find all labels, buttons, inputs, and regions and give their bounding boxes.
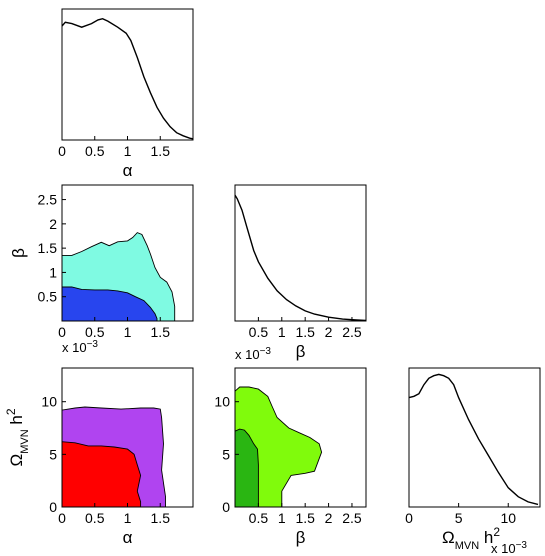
x-tick-label: 2.5 <box>342 324 362 340</box>
y-tick-label: 1 <box>49 264 57 280</box>
svg-text:ΩMVN h2: ΩMVN h2 <box>4 408 31 466</box>
x-axis-exponent: x 10−3 <box>491 540 527 556</box>
panel-beta-marginal: 0.5 1 1.5 2 2.5 β x 10−3 <box>234 184 367 363</box>
x-tick-label: 2 <box>325 324 333 340</box>
x-tick-label: 1 <box>124 324 132 340</box>
y-axis-label-omega: ΩMVN h2 <box>4 408 31 466</box>
x-tick-label: 0.5 <box>85 510 105 526</box>
x-tick-label: 1.5 <box>295 324 315 340</box>
x-tick-label: 0.5 <box>85 324 105 340</box>
panel-beta-omega-contour: 0.5 1 1.5 2 2.5 0 5 10 β <box>214 367 367 547</box>
x-tick-label: 1.5 <box>151 143 171 159</box>
panel-omega-marginal: 0 5 10 ΩMVN h2 x 10−3 <box>405 367 541 556</box>
y-axis-exponent: x 10−3 <box>62 339 98 356</box>
x-axis-label: β <box>296 528 306 547</box>
svg-text:x 10−3: x 10−3 <box>235 346 271 363</box>
plot-frame <box>234 367 367 508</box>
y-tick-label: 5 <box>49 446 57 462</box>
x-axis-exponent: x 10−3 <box>235 346 271 363</box>
y-axis-label: β <box>9 248 28 258</box>
y-tick-label: 10 <box>41 394 57 410</box>
x-axis-label: β <box>296 342 306 361</box>
x-tick-label: 1.5 <box>295 510 315 526</box>
plot-frame <box>408 367 541 508</box>
y-tick-label: 0 <box>222 499 230 515</box>
x-axis-label: α <box>123 161 133 180</box>
x-tick-label: 0.5 <box>249 324 269 340</box>
x-tick-label: 1 <box>278 324 286 340</box>
x-tick-label: 1 <box>278 510 286 526</box>
density-curve <box>234 194 367 322</box>
y-tick-label: 2 <box>49 216 57 232</box>
svg-text:x 10−3: x 10−3 <box>491 540 527 556</box>
x-tick-label: 1.5 <box>151 324 171 340</box>
y-tick-label: 1.5 <box>38 240 58 256</box>
x-tick-label: 10 <box>500 510 516 526</box>
y-tick-label: 0.5 <box>38 289 58 305</box>
x-tick-label: 0 <box>58 510 66 526</box>
x-tick-label: 0 <box>58 324 66 340</box>
panel-alpha-beta-contour: 0 0.5 1 1.5 0.5 1 1.5 2 2.5 β x 10−3 <box>9 184 194 356</box>
plot-frame <box>61 8 194 141</box>
plot-frame <box>234 184 367 322</box>
x-tick-label: 0 <box>405 510 413 526</box>
density-curve <box>408 373 539 506</box>
x-tick-label: 2.5 <box>342 510 362 526</box>
x-tick-label: 5 <box>455 510 463 526</box>
panel-alpha-marginal: 0 0.5 1 1.5 α <box>58 8 194 180</box>
y-tick-label: 2.5 <box>38 192 58 208</box>
y-tick-label: 5 <box>222 446 230 462</box>
x-tick-label: 1 <box>124 143 132 159</box>
svg-text:x 10−3: x 10−3 <box>62 339 98 356</box>
x-tick-label: 0.5 <box>85 143 105 159</box>
y-tick-label: 10 <box>214 394 230 410</box>
x-tick-label: 0.5 <box>249 510 269 526</box>
panel-alpha-omega-contour: 0 0.5 1 1.5 0 5 10 α ΩMVN h2 <box>4 367 194 547</box>
x-tick-label: 1 <box>124 510 132 526</box>
contour-region-68 <box>234 428 259 508</box>
density-curve <box>61 17 194 140</box>
x-axis-label: α <box>123 528 133 547</box>
x-tick-label: 0 <box>58 143 66 159</box>
x-tick-label: 1.5 <box>151 510 171 526</box>
y-tick-label: 0 <box>49 499 57 515</box>
contour-region-68 <box>61 286 158 322</box>
contour-region-68 <box>61 441 142 508</box>
x-tick-label: 2 <box>325 510 333 526</box>
